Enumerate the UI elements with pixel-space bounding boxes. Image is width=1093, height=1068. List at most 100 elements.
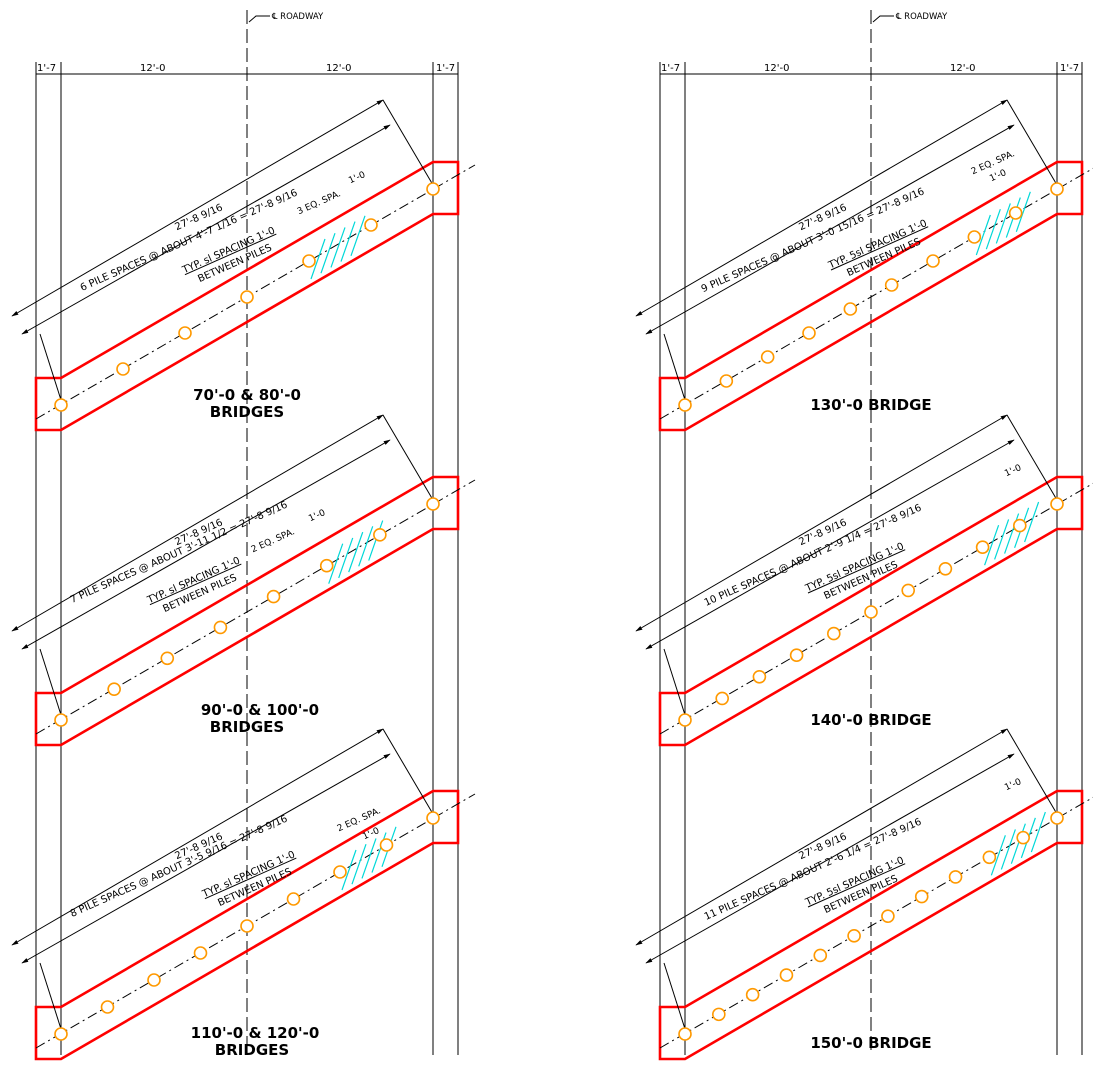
pile-circle <box>100 1000 115 1014</box>
reinforcement-hatch <box>361 838 377 879</box>
pile-circle <box>54 398 68 412</box>
reinforcement-hatch <box>351 844 367 885</box>
reinforcement-hatch <box>1024 501 1040 543</box>
pile-circle <box>1050 182 1064 196</box>
end-dim: 1'-0 <box>307 508 327 524</box>
pile-circle <box>678 713 692 727</box>
reinforcement-hatch <box>1015 191 1031 232</box>
end-dim: 1'-0 <box>361 826 381 842</box>
pile-circle <box>54 1027 68 1041</box>
dim-12-0-left: 12'-0 <box>140 63 165 74</box>
reinforcement-hatch <box>310 238 326 280</box>
pile-circle <box>178 326 192 340</box>
reinforcement-hatch <box>341 849 357 891</box>
bridge-label-line-2: BRIDGES <box>210 403 284 421</box>
pile-circle <box>881 909 895 923</box>
dim-12-0-right: 12'-0 <box>950 63 975 74</box>
reinforcement-hatch <box>1010 823 1026 864</box>
reinforcement-hatch <box>350 215 366 256</box>
pile-circle <box>779 968 794 982</box>
bridge-panel-140: 27'-8 9/16 10 PILE SPACES @ ABOUT 2'-9 1… <box>635 414 1093 747</box>
pile-circle <box>678 1027 692 1041</box>
pile-circle <box>426 497 440 511</box>
pile-circle <box>160 651 175 666</box>
dim-12-0-right: 12'-0 <box>326 63 351 74</box>
pile-circle <box>107 682 121 696</box>
pile-circle <box>760 350 775 364</box>
witness-line-left <box>663 962 686 1030</box>
overall-dim-line <box>11 728 384 946</box>
pile-circle <box>1012 518 1027 533</box>
reinforcement-hatch <box>340 221 356 262</box>
pile-circle <box>54 713 68 727</box>
pile-circle <box>712 1007 726 1022</box>
reinforcement-hatch <box>358 526 374 567</box>
pile-spacing-dim-line <box>21 439 391 650</box>
end-dim: 1'-0 <box>1003 777 1023 793</box>
dim-1-7-right: 1'-7 <box>1060 63 1079 74</box>
pile-circle <box>286 892 301 906</box>
reinforcement-hatch <box>320 233 336 274</box>
pile-centerline <box>659 482 1093 735</box>
pile-circle <box>678 398 692 412</box>
bridge-panel-150: 27'-8 9/16 11 PILE SPACES @ ABOUT 2'-6 1… <box>635 728 1093 1061</box>
pile-circle <box>364 218 378 232</box>
reinforcement-hatch <box>995 203 1011 244</box>
pile-circle <box>982 850 997 865</box>
witness-line-right <box>382 414 434 501</box>
reinforcement-hatch <box>371 832 387 873</box>
pile-circle <box>948 870 963 884</box>
witness-line-right <box>382 728 434 815</box>
witness-line-left <box>39 962 62 1030</box>
bridge-label-line-2: BRIDGES <box>210 718 284 736</box>
pile-circle <box>333 865 347 879</box>
overall-dim-line <box>635 99 1008 317</box>
pile-circle <box>193 946 208 960</box>
eq-spa-text: 2 EQ. SPA. <box>250 527 297 555</box>
pile-circle <box>426 182 440 196</box>
reinforcement-hatch <box>328 543 344 584</box>
bridge-label-line-1: 90'-0 & 100'-0 <box>201 701 319 719</box>
pile-circle <box>116 362 130 376</box>
top-dimension-string-right: 1'-7 12'-0 12'-0 1'-7 <box>660 63 1082 75</box>
reinforcement-hatch <box>1000 829 1016 870</box>
bridge-label-line-1: 70'-0 & 80'-0 <box>193 386 301 404</box>
pile-circle <box>1016 830 1030 845</box>
reinforcement-hatch <box>985 209 1001 250</box>
reinforcement-hatch <box>330 227 346 268</box>
pile-circle <box>426 811 440 825</box>
end-dim: 1'-0 <box>347 170 367 186</box>
pile-circle <box>1050 497 1064 511</box>
pile-spacing-dim-line <box>21 753 391 964</box>
pile-circle <box>914 889 929 904</box>
pile-circle <box>1050 811 1064 825</box>
pile-spacing-dim-line <box>645 753 1015 964</box>
dim-1-7-left: 1'-7 <box>37 63 56 74</box>
pile-centerline <box>35 164 476 420</box>
pile-circle <box>302 254 316 268</box>
reinforcement-hatch <box>348 531 364 573</box>
roadway-label-right: ℄ ROADWAY <box>895 12 948 22</box>
pile-circle <box>240 919 254 933</box>
reinforcement-hatch <box>1030 811 1046 853</box>
pile-circle <box>901 583 916 598</box>
pile-circle <box>802 326 816 340</box>
witness-line-right <box>1006 728 1058 815</box>
pile-circle <box>715 691 729 706</box>
pile-circle <box>1008 206 1023 220</box>
end-dim: 1'-0 <box>1003 463 1023 479</box>
pile-spacing-text: 6 PILE SPACES @ ABOUT 4'-7 1/16 = 27'-8 … <box>79 188 300 294</box>
pile-circle <box>843 302 858 316</box>
bridge-panel-90-100: 27'-8 9/16 7 PILE SPACES @ ABOUT 3'-11 1… <box>11 414 476 747</box>
pile-circle <box>266 589 281 604</box>
reinforcement-hatch <box>990 835 1006 876</box>
reinforcement-hatch <box>338 537 354 579</box>
overall-dim-line <box>635 728 1008 946</box>
pile-circle <box>967 230 982 244</box>
reinforcement-hatch <box>975 214 991 256</box>
pile-circle <box>745 987 760 1002</box>
pile-circle <box>752 669 767 684</box>
dim-1-7-left: 1'-7 <box>661 63 680 74</box>
